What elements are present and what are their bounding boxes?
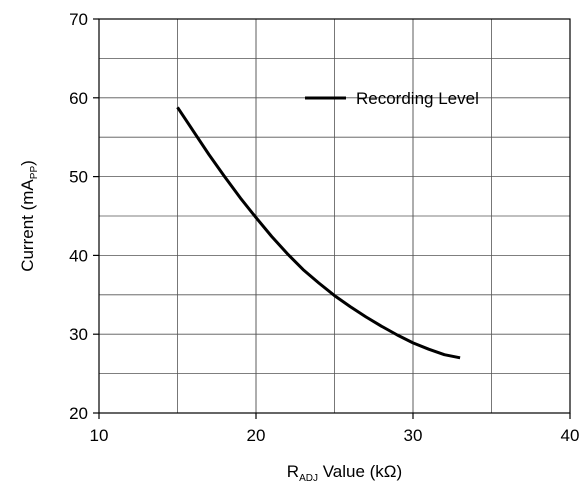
- x-tick-label: 10: [90, 426, 109, 445]
- y-tick-label: 40: [69, 246, 88, 265]
- x-axis-label-subscript: ADJ: [299, 473, 318, 484]
- plot-frame: [98, 18, 571, 414]
- x-tick-labels: 10 20 30 40: [90, 426, 580, 445]
- x-tick-label: 30: [404, 426, 423, 445]
- y-axis-label-rest: ): [18, 160, 37, 166]
- y-tick-label: 30: [69, 325, 88, 344]
- x-axis-label-rest: Value (kΩ): [318, 462, 402, 481]
- axis-ticks: [93, 18, 571, 419]
- series-line-recording-level: [176, 106, 461, 360]
- x-tick-label: 40: [561, 426, 580, 445]
- x-axis-label-base: R: [287, 462, 299, 481]
- y-tick-label: 70: [69, 10, 88, 29]
- y-tick-label: 20: [69, 404, 88, 423]
- y-tick-labels: 20 30 40 50 60 70: [69, 10, 88, 423]
- legend-label-recording-level: Recording Level: [356, 89, 479, 108]
- y-axis-label-base: Current (mA: [18, 179, 37, 272]
- y-tick-label: 50: [69, 168, 88, 187]
- legend: Recording Level: [305, 89, 479, 108]
- x-tick-label: 20: [247, 426, 266, 445]
- x-axis-label: RADJ Value (kΩ): [287, 462, 402, 484]
- series-group: [176, 106, 461, 360]
- y-tick-label: 60: [69, 89, 88, 108]
- y-axis-label-subscript: PP: [29, 166, 40, 180]
- y-axis-label: Current (mAPP): [18, 160, 40, 272]
- grid-lines: [99, 19, 570, 413]
